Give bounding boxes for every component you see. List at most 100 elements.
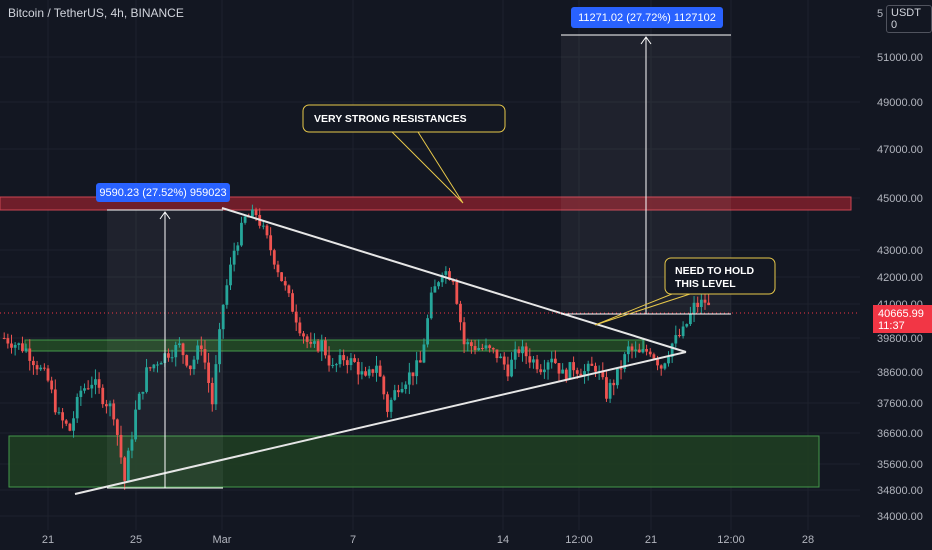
candle-body bbox=[35, 365, 39, 370]
candle-body bbox=[269, 235, 273, 251]
candle-body bbox=[703, 299, 707, 303]
candle-body bbox=[21, 343, 24, 352]
candle-body bbox=[473, 346, 477, 350]
candle-body bbox=[345, 360, 349, 366]
candle-body bbox=[674, 335, 678, 344]
candle-body bbox=[641, 349, 645, 353]
candle-body bbox=[6, 338, 10, 344]
candle-body bbox=[572, 362, 575, 371]
candle-body bbox=[192, 359, 196, 370]
candle-body bbox=[210, 382, 214, 405]
candle-body bbox=[94, 379, 97, 385]
candle-body bbox=[681, 326, 685, 337]
candle-body bbox=[663, 363, 667, 369]
candle-body bbox=[455, 281, 459, 304]
candle-body bbox=[10, 343, 13, 348]
candle-body bbox=[214, 364, 218, 405]
candle-body bbox=[470, 342, 473, 347]
candle-body bbox=[685, 324, 689, 327]
candle-body bbox=[506, 364, 510, 377]
candle-body bbox=[448, 271, 451, 280]
candle-body bbox=[50, 380, 54, 390]
candle-body bbox=[17, 343, 21, 345]
candle-body bbox=[64, 420, 68, 424]
candle-body bbox=[243, 216, 247, 223]
candle-body bbox=[276, 264, 280, 273]
candle-body bbox=[32, 360, 35, 366]
candle-body bbox=[524, 346, 528, 357]
candle-body bbox=[68, 423, 72, 431]
candle-body bbox=[148, 367, 152, 369]
price-tick-label: 37600.00 bbox=[877, 398, 923, 410]
descending-trendline bbox=[221, 207, 687, 353]
price-tick-label: 51000.00 bbox=[877, 52, 923, 64]
price-tick-label: 47000.00 bbox=[877, 144, 923, 156]
candle-body bbox=[353, 358, 356, 362]
candle-body bbox=[619, 368, 623, 370]
candle-body bbox=[564, 369, 568, 380]
candle-body bbox=[707, 302, 711, 306]
candle-body bbox=[557, 363, 561, 374]
candle-body bbox=[594, 365, 597, 372]
candle-body bbox=[462, 322, 466, 345]
candle-body bbox=[134, 409, 137, 440]
candle-body bbox=[159, 362, 163, 365]
candle-body bbox=[528, 356, 532, 363]
candle-body bbox=[203, 349, 207, 363]
candle-body bbox=[400, 388, 404, 393]
candle-body bbox=[422, 344, 426, 363]
candle-body bbox=[97, 379, 101, 388]
candle-body bbox=[324, 340, 327, 356]
candle-body bbox=[229, 264, 232, 286]
candle-body bbox=[550, 358, 554, 363]
candle-body bbox=[583, 371, 586, 377]
price-tick-label: 42000.00 bbox=[877, 272, 923, 284]
candle-body bbox=[342, 355, 346, 361]
candle-body bbox=[634, 349, 638, 351]
hold-callout-line1: NEED TO HOLD bbox=[675, 265, 755, 277]
candle-body bbox=[86, 388, 90, 390]
candle-body bbox=[105, 404, 108, 407]
candle-body bbox=[221, 304, 225, 330]
candle-body bbox=[659, 365, 663, 369]
candle-body bbox=[484, 345, 488, 349]
candle-body bbox=[108, 403, 112, 407]
candle-body bbox=[626, 346, 630, 355]
candle-body bbox=[331, 365, 335, 367]
candle-body bbox=[349, 358, 353, 366]
price-tick-label: 49000.00 bbox=[877, 97, 923, 109]
candle-body bbox=[495, 349, 499, 359]
currency-selector[interactable]: USDT 0 bbox=[886, 5, 932, 33]
left-measure-label: 9590.23 (27.52%) 959023 bbox=[99, 187, 226, 199]
candle-body bbox=[240, 222, 243, 246]
candlesticks bbox=[2, 204, 711, 490]
hold-callout-box bbox=[664, 257, 776, 295]
candle-body bbox=[426, 318, 429, 345]
price-tick-label: 35600.00 bbox=[877, 459, 923, 471]
candle-body bbox=[225, 285, 229, 305]
candle-body bbox=[513, 349, 517, 360]
candle-body bbox=[612, 382, 616, 386]
candle-body bbox=[645, 349, 648, 352]
candle-body bbox=[42, 367, 46, 369]
candle-body bbox=[637, 349, 641, 353]
candle-body bbox=[141, 391, 145, 394]
candle-body bbox=[39, 367, 43, 370]
candle-body bbox=[261, 225, 265, 227]
candle-body bbox=[382, 376, 386, 395]
candle-body bbox=[145, 367, 148, 392]
candle-body bbox=[265, 225, 269, 236]
candle-body bbox=[616, 368, 619, 386]
candle-body bbox=[61, 412, 64, 421]
resistance-callout-box bbox=[302, 104, 506, 133]
price-tick-label: 34000.00 bbox=[877, 511, 923, 523]
candle-body bbox=[130, 439, 134, 451]
candle-body bbox=[590, 363, 594, 366]
current-price-value: 40665.99 bbox=[878, 308, 924, 320]
candle-body bbox=[477, 348, 481, 350]
candle-body bbox=[378, 365, 382, 377]
candle-body bbox=[491, 347, 495, 350]
candle-body bbox=[568, 362, 572, 380]
candle-body bbox=[648, 351, 652, 355]
